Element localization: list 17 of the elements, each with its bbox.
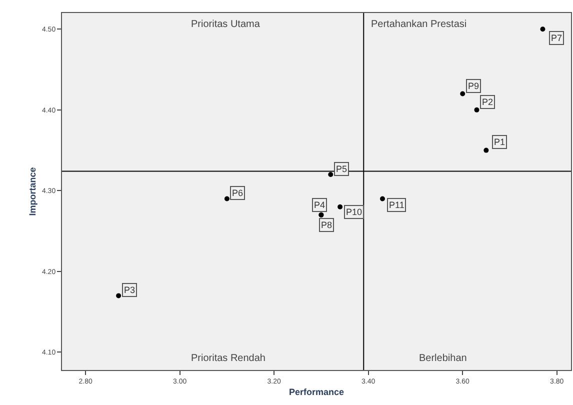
series-label: P8 <box>321 220 332 230</box>
series-label: P1 <box>494 137 506 147</box>
y-axis-title: Importance <box>27 167 38 216</box>
annotation: Prioritas Rendah <box>191 353 266 364</box>
series-label: P11 <box>389 200 404 210</box>
annotation: Pertahankan Prestasi <box>371 19 467 30</box>
series-label: P5 <box>336 164 348 174</box>
series-label: P3 <box>124 285 136 295</box>
annotation: Berlebihan <box>419 353 467 364</box>
series-label: P2 <box>482 97 494 107</box>
series-label: P10 <box>346 207 362 217</box>
series-label: P7 <box>551 33 562 43</box>
series-label: P6 <box>232 188 244 198</box>
x-axis-title: Performance <box>288 387 344 398</box>
annotation: Prioritas Utama <box>191 19 260 30</box>
series-label: P4 <box>314 200 326 210</box>
series-label: P9 <box>468 81 480 91</box>
